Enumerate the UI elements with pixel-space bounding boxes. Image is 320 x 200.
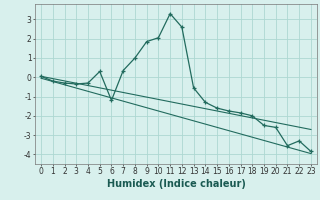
X-axis label: Humidex (Indice chaleur): Humidex (Indice chaleur): [107, 179, 245, 189]
